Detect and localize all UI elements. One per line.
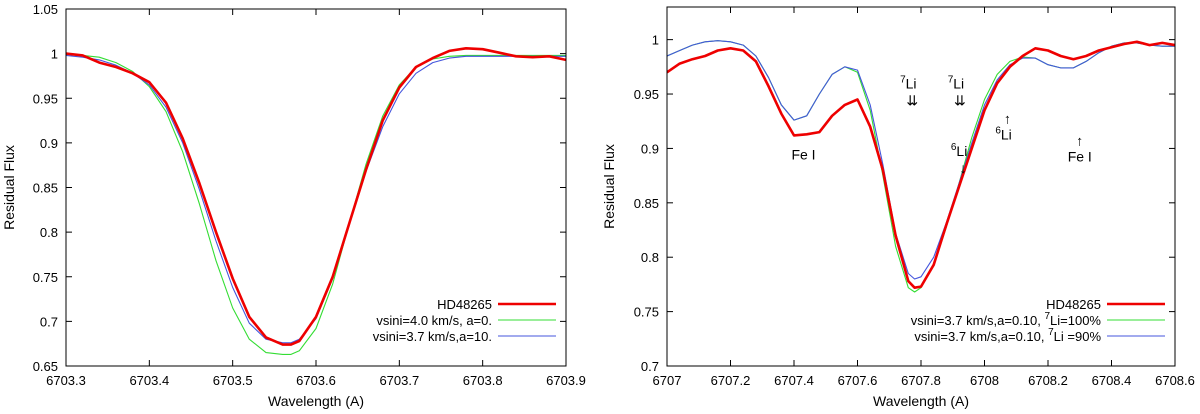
y-tick-label: 0.7 <box>40 314 58 329</box>
y-tick-label: 0.9 <box>40 136 58 151</box>
annotation-label: 7Li <box>948 75 964 92</box>
legend-label-suffix: Li =90% <box>1054 329 1102 344</box>
annotation-li7-a: 7Li⇊ <box>900 75 918 109</box>
annotation-label: Fe I <box>791 146 815 162</box>
element-symbol: Fe I <box>791 146 815 162</box>
y-tick-label: 0.85 <box>33 181 58 196</box>
legend-label-text: HD48265 <box>1046 297 1101 312</box>
element-symbol: Li <box>956 143 967 159</box>
y-tick-label: 1 <box>51 47 58 62</box>
isotope-sup: 6 <box>995 126 1001 137</box>
x-tick-label: 6703.7 <box>379 373 419 388</box>
legend-label: vsini=3.7 km/s,a=0.10, 7Li=100% <box>911 311 1102 328</box>
annotation-li7-b: 7Li⇊ <box>948 75 966 109</box>
legend-label-suffix: Li=100% <box>1050 313 1101 328</box>
y-tick-label: 0.8 <box>40 225 58 240</box>
isotope-sup: 7 <box>948 75 954 86</box>
arrow-up-icon: ↑ <box>1004 111 1011 127</box>
x-tick-label: 6703.4 <box>129 373 169 388</box>
y-tick-label: 0.7 <box>641 359 659 374</box>
right-chart-panel: 6707 6707.2 6707.4 6707.6 6707.8 6708 6708.2 67… <box>601 6 1195 409</box>
annotation-label: Fe I <box>1068 148 1092 164</box>
legend-label-text: vsini=4.0 km/s, a=0. <box>376 313 492 328</box>
annotation-fe1-left: Fe I <box>791 146 815 162</box>
series-line-0 <box>667 40 1175 290</box>
annotation-label: 6Li <box>995 126 1011 143</box>
x-tick-label: 6707.8 <box>901 373 941 388</box>
x-tick-label: 6703.5 <box>213 373 253 388</box>
y-tick-label: 1 <box>652 33 659 48</box>
x-tick-label: 6707 <box>653 373 682 388</box>
y-axis-title: Residual Flux <box>1 145 17 230</box>
element-symbol: Li <box>1001 127 1012 143</box>
x-tick-label: 6707.4 <box>774 373 814 388</box>
arrow-down-icon: ⇊ <box>906 93 918 109</box>
x-tick-label: 6703.8 <box>463 373 503 388</box>
y-tick-label: 0.75 <box>634 305 659 320</box>
x-tick-label: 6707.6 <box>838 373 878 388</box>
x-tick-label: 6708.2 <box>1028 373 1068 388</box>
legend-label-prefix: vsini=3.7 km/s,a=0.10, <box>914 329 1048 344</box>
series-line-2 <box>667 40 1175 280</box>
arrow-down-icon: ⇊ <box>954 93 966 109</box>
legend-label: HD48265 <box>437 297 492 312</box>
x-tick-label: 6708 <box>970 373 999 388</box>
x-tick-label: 6703.9 <box>546 373 586 388</box>
x-tick-label: 6708.6 <box>1155 373 1195 388</box>
x-axis-title: Wavelength (A) <box>268 393 364 409</box>
series-line-1 <box>66 53 566 355</box>
series-line-1 <box>667 40 1175 293</box>
plot-frame <box>666 6 1176 367</box>
y-tick-label: 1.05 <box>33 2 58 17</box>
element-symbol: Fe I <box>1068 148 1092 164</box>
legend-label: vsini=3.7 km/s,a=10. <box>373 329 492 344</box>
y-tick-label: 0.8 <box>641 250 659 265</box>
annotation-label: 7Li <box>900 75 916 92</box>
plot-frame <box>65 8 567 367</box>
x-tick-label: 6707.2 <box>711 373 751 388</box>
x-axis-title: Wavelength (A) <box>873 393 969 409</box>
y-tick-label: 0.95 <box>634 87 659 102</box>
arrow-up-icon: ↑ <box>1076 132 1083 148</box>
y-tick-label: 0.85 <box>634 196 659 211</box>
series-line-0 <box>66 46 566 346</box>
y-axis-title: Residual Flux <box>601 144 617 229</box>
legend-label: vsini=4.0 km/s, a=0. <box>376 313 492 328</box>
legend-label-sup: 7 <box>1048 327 1054 338</box>
legend-label-text: HD48265 <box>437 297 492 312</box>
legend-label-prefix: vsini=3.7 km/s,a=0.10, <box>911 313 1045 328</box>
x-tick-label: 6708.4 <box>1092 373 1132 388</box>
legend-label-sup: 7 <box>1044 311 1050 322</box>
x-tick-label: 6703.3 <box>46 373 86 388</box>
annotation-li6-a: 6Li↓ <box>951 142 967 176</box>
legend-label: vsini=3.7 km/s,a=0.10, 7Li =90% <box>914 327 1101 344</box>
isotope-sup: 7 <box>900 75 906 86</box>
element-symbol: Li <box>953 76 964 92</box>
isotope-sup: 6 <box>951 142 957 153</box>
y-tick-label: 0.95 <box>33 91 58 106</box>
legend-label: HD48265 <box>1046 297 1101 312</box>
x-tick-label: 6703.6 <box>296 373 336 388</box>
annotation-label: 6Li <box>951 142 967 159</box>
y-tick-label: 0.9 <box>641 141 659 156</box>
y-tick-label: 0.75 <box>33 270 58 285</box>
left-chart-panel: 6703.3 6703.4 6703.5 6703.6 6703.7 6703.8 6703… <box>1 2 586 409</box>
element-symbol: Li <box>906 76 917 92</box>
annotation-li6-b: ↑6Li <box>995 111 1011 143</box>
legend-label-text: vsini=3.7 km/s,a=10. <box>373 329 492 344</box>
annotation-fe1-right: ↑Fe I <box>1068 132 1092 164</box>
y-tick-label: 0.65 <box>33 359 58 374</box>
arrow-down-icon: ↓ <box>960 160 967 176</box>
